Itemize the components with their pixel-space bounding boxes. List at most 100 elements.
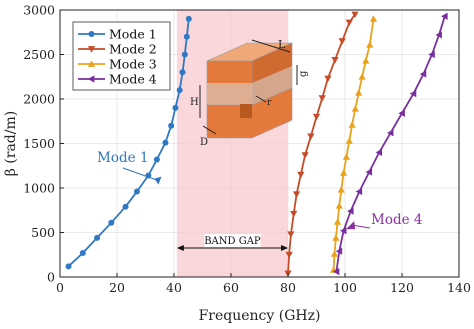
series-1-point xyxy=(162,139,169,146)
series-1-point xyxy=(153,156,160,163)
series-1-point xyxy=(79,249,86,256)
inset-label-L: L xyxy=(278,38,286,51)
series-2-point xyxy=(312,113,321,121)
inset-label-g: g xyxy=(298,70,309,77)
series-4-point xyxy=(409,90,417,98)
series-4-point xyxy=(441,12,448,20)
series-4-point xyxy=(387,129,394,137)
series-2-point xyxy=(318,95,326,102)
series-3-point xyxy=(348,121,356,128)
series-4-point xyxy=(435,31,442,39)
series-2-point xyxy=(292,191,301,198)
inset-gap-region xyxy=(207,66,292,105)
annotation-mode4: Mode 4 xyxy=(371,212,422,228)
series-3-point xyxy=(337,186,345,193)
legend-label: Mode 1 xyxy=(109,27,157,42)
series-1-point xyxy=(94,234,101,241)
x-tick-label: 0 xyxy=(56,280,64,295)
y-tick-label: 2000 xyxy=(23,92,55,107)
series-3-point xyxy=(355,89,363,96)
legend-marker xyxy=(87,75,95,83)
legend-label: Mode 3 xyxy=(109,57,157,72)
annotation-mode1: Mode 1 xyxy=(97,150,148,166)
series-4-point xyxy=(355,187,363,196)
series-1-point xyxy=(133,188,140,195)
series-4-point xyxy=(332,268,340,276)
series-3-point xyxy=(333,218,342,225)
series-2-point xyxy=(297,171,305,179)
legend-label: Mode 4 xyxy=(109,72,157,87)
series-3-point xyxy=(332,234,340,241)
annotation-mode1-arrowhead xyxy=(154,176,162,185)
series-4-point xyxy=(365,168,373,176)
band-gap-arrow-right xyxy=(281,245,288,251)
inset-dim-L xyxy=(251,39,291,53)
series-3-point xyxy=(362,57,370,64)
x-axis-label: Frequency (GHz) xyxy=(199,308,321,324)
inset-pin xyxy=(240,104,252,118)
series-4-point xyxy=(339,227,347,235)
x-tick-label: 140 xyxy=(447,280,471,295)
series-4-point xyxy=(428,50,435,59)
series-4 xyxy=(332,12,448,276)
series-1-point xyxy=(181,51,188,58)
x-tick-label: 100 xyxy=(333,280,357,295)
series-2-point xyxy=(290,210,298,218)
inset-dim-r xyxy=(255,95,267,103)
annotation-mode4-arrow xyxy=(352,224,371,229)
legend-marker xyxy=(87,46,96,53)
series-2-point xyxy=(351,11,359,19)
series-2-point xyxy=(345,19,353,27)
series-1-point xyxy=(65,263,72,270)
series-3-point xyxy=(342,153,351,160)
series-1-point xyxy=(108,219,115,226)
series-4-point xyxy=(419,70,427,78)
inset-label-H: H xyxy=(190,97,199,108)
series-1-point xyxy=(168,122,175,129)
series-4-point xyxy=(375,148,383,156)
series-1-point xyxy=(122,203,129,210)
series-4-point xyxy=(347,207,354,215)
x-tick-label: 60 xyxy=(223,280,239,295)
band-gap-arrow-left xyxy=(176,245,184,251)
legend-marker xyxy=(88,31,95,37)
y-tick-label: 3000 xyxy=(23,3,55,18)
y-tick-label: 0 xyxy=(47,270,55,285)
series-1-point xyxy=(176,87,183,94)
series-3-point xyxy=(366,41,374,48)
y-tick-label: 1000 xyxy=(23,181,55,196)
annotation-mode4-arrowhead xyxy=(346,221,356,230)
x-tick-label: 40 xyxy=(166,280,182,295)
series-1-point xyxy=(179,69,186,76)
y-tick-label: 1500 xyxy=(23,136,55,151)
band-gap-label-bg xyxy=(204,234,261,247)
series-1-point xyxy=(183,33,190,40)
series-2-point xyxy=(324,75,332,83)
inset-label-D: D xyxy=(200,137,208,148)
series-line-1 xyxy=(67,18,190,267)
band-gap-label: BAND GAP xyxy=(204,236,261,247)
series-line-4 xyxy=(335,15,446,272)
series-3-point xyxy=(358,73,366,80)
series-1-point xyxy=(185,15,192,22)
series-4-point xyxy=(398,109,405,117)
inset-label-r: r xyxy=(267,98,272,108)
legend-marker xyxy=(87,60,96,67)
series-line-3 xyxy=(332,18,375,270)
y-tick-label: 2500 xyxy=(23,47,55,62)
series-2-point xyxy=(307,133,315,140)
series-2-point xyxy=(338,38,346,45)
series-3-point xyxy=(335,202,343,209)
series-4-point xyxy=(335,247,343,255)
series-3-point xyxy=(330,250,339,257)
y-tick-label: 500 xyxy=(31,225,55,240)
series-2-point xyxy=(285,251,293,259)
series-2-point xyxy=(287,231,295,238)
x-tick-label: 20 xyxy=(109,280,125,295)
annotation-mode1-arrow xyxy=(122,167,159,182)
series-2-point xyxy=(331,56,339,64)
series-2 xyxy=(284,11,359,278)
inset-dim-D xyxy=(202,125,217,135)
